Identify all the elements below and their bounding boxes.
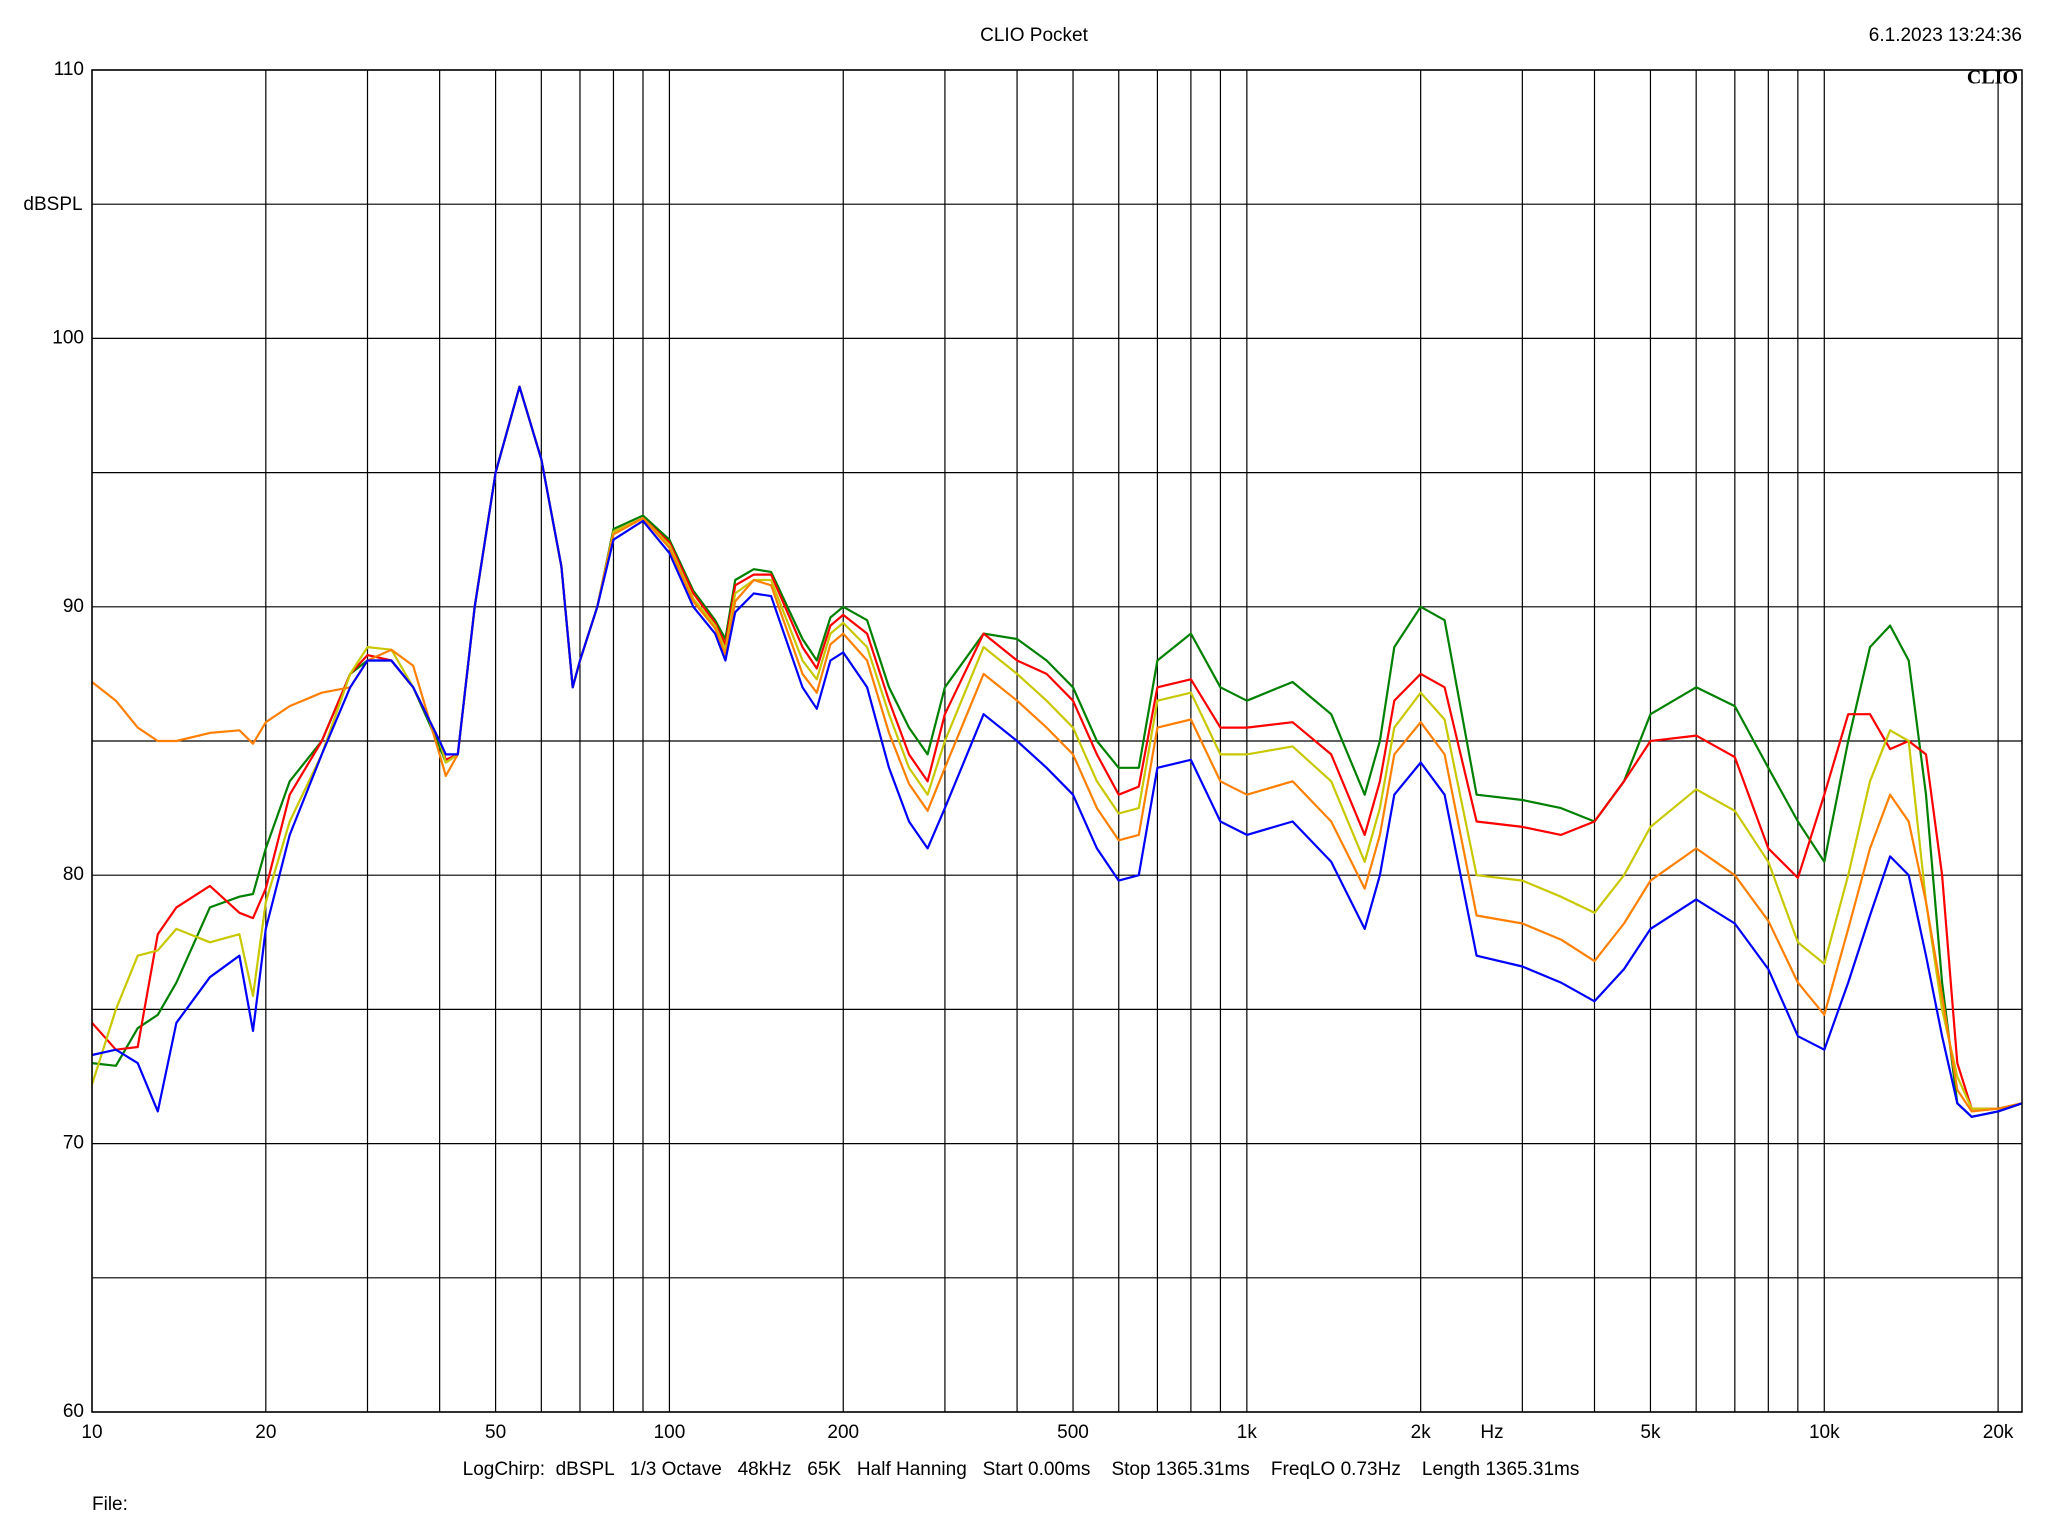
x-tick-label: 10k: [1809, 1422, 1840, 1443]
series-line: [91, 385, 2023, 1118]
x-tick-label: 500: [1057, 1422, 1089, 1443]
x-tick-label: 10: [81, 1422, 102, 1443]
x-tick-label: 2k: [1411, 1422, 1432, 1443]
logo: CLIO: [1967, 67, 2018, 89]
chart-title: CLIO Pocket: [980, 25, 1088, 46]
x-tick-label: 20: [255, 1422, 276, 1443]
y-axis-label: dBSPL: [23, 194, 82, 215]
x-tick-label: 50: [485, 1422, 506, 1443]
file-label: File:: [92, 1494, 128, 1515]
series-line: [91, 385, 2023, 1113]
y-tick-label: 60: [63, 1401, 84, 1422]
y-tick-label: 90: [63, 596, 84, 617]
x-tick-label: 20k: [1983, 1422, 2014, 1443]
y-tick-label: 110: [54, 59, 84, 80]
y-tick-label: 70: [63, 1133, 84, 1154]
x-tick-label: 1k: [1237, 1422, 1258, 1443]
plot-lines: [90, 385, 2023, 1118]
timestamp: 6.1.2023 13:24:36: [1869, 25, 2022, 46]
x-tick-label: 100: [654, 1422, 686, 1443]
x-tick-label: 200: [827, 1422, 859, 1443]
series-line: [90, 385, 2023, 1110]
plot-frame: [91, 69, 2023, 1413]
x-tick-label: 5k: [1640, 1422, 1661, 1443]
footer: LogChirp: dBSPL 1/3 Octave 48kHz 65K Hal…: [463, 1459, 1580, 1480]
x-axis-label: Hz: [1480, 1422, 1503, 1443]
y-tick-label: 80: [63, 864, 84, 885]
y-tick-label: 100: [52, 327, 84, 348]
